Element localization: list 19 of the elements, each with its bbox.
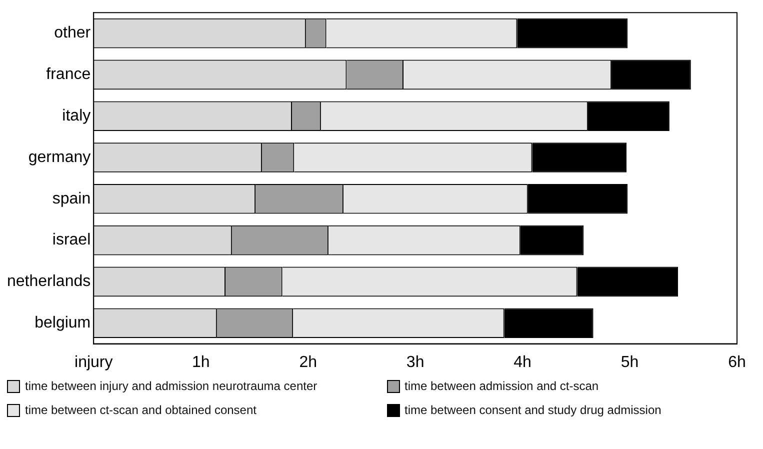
y-tick-label: germany bbox=[28, 148, 91, 166]
x-tick-label: 2h bbox=[299, 354, 317, 371]
x-tick-label: 1h bbox=[192, 354, 210, 371]
x-tick-label: 6h bbox=[728, 354, 746, 371]
y-tick-label: france bbox=[46, 66, 91, 84]
x-tick-label: 4h bbox=[514, 354, 532, 371]
x-tick-label: 3h bbox=[406, 354, 424, 371]
legend-label: time between ct-scan and obtained consent bbox=[24, 403, 258, 417]
y-tick-label: israel bbox=[52, 232, 91, 249]
legend-label: time between admission and ct-scan bbox=[404, 379, 600, 393]
y-tick-label: netherlands bbox=[6, 273, 91, 290]
y-tick-label: belgium bbox=[34, 314, 91, 332]
x-tick-label: injury bbox=[74, 354, 113, 371]
y-tick-label: spain bbox=[52, 190, 91, 208]
legend-label: time between consent and study drug admission bbox=[404, 403, 662, 417]
x-tick-label: 5h bbox=[620, 354, 639, 371]
y-tick-label: italy bbox=[62, 108, 91, 125]
legend-label: time between injury and admission neurotrauma center bbox=[24, 379, 318, 393]
y-tick-label: other bbox=[54, 24, 92, 42]
